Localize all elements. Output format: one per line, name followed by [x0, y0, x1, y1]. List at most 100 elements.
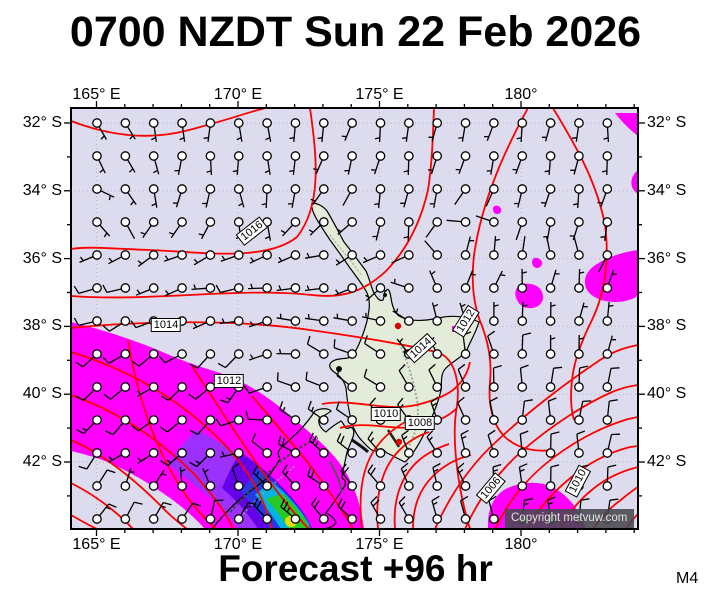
wind-barb: [215, 283, 244, 294]
station-circle: [517, 481, 528, 491]
wind-barb: [517, 236, 528, 260]
station-circle: [517, 448, 528, 458]
wind-barb: [374, 184, 386, 208]
wind-barb: [370, 496, 386, 524]
station-circle: [205, 349, 216, 359]
wind-barb: [543, 217, 556, 241]
wind-barb: [120, 501, 143, 524]
precip-area: [615, 113, 638, 136]
wind-barb: [102, 283, 131, 294]
wind-barb: [517, 364, 529, 392]
station-circle: [602, 448, 613, 458]
wind-barb: [287, 184, 301, 208]
wind-barb: [362, 250, 386, 264]
station-circle: [489, 382, 499, 392]
lat-axis-label: 34° S: [22, 181, 62, 199]
station-circle: [205, 118, 216, 128]
wind-barb: [304, 283, 329, 293]
wind-barb: [602, 118, 613, 143]
wind-barb: [459, 495, 471, 524]
station-circle: [517, 217, 528, 227]
wind-barb: [574, 302, 588, 326]
station-circle: [375, 514, 386, 524]
lat-axis-label: 40° S: [22, 385, 62, 403]
station-circle: [460, 448, 471, 458]
lon-axis-label: 170° E: [213, 536, 263, 553]
station-circle: [574, 349, 584, 359]
wind-barb: [304, 314, 329, 326]
station-circle: [120, 217, 131, 227]
station-circle: [489, 118, 499, 128]
wind-barb: [483, 118, 499, 142]
wind-barb: [282, 464, 301, 491]
wind-barb: [545, 269, 560, 293]
isobar-line: [412, 454, 472, 529]
station-circle: [517, 316, 528, 326]
station-circle: [403, 118, 414, 128]
city-marker: [394, 322, 402, 330]
station-circle: [489, 316, 499, 326]
station-circle: [517, 283, 528, 293]
station-circle: [262, 448, 272, 458]
wind-barb: [336, 433, 357, 458]
lat-axis-label: 32° S: [22, 114, 62, 131]
station-circle: [489, 349, 499, 359]
station-circle: [375, 184, 386, 194]
station-circle: [489, 448, 499, 458]
wind-barb: [402, 118, 414, 142]
wind-barb: [429, 270, 443, 293]
wind-barb: [248, 316, 272, 328]
station-circle: [602, 118, 613, 128]
station-circle: [233, 514, 244, 524]
wind-barb: [572, 118, 584, 142]
station-circle: [148, 415, 159, 425]
station-circle: [574, 283, 584, 293]
wind-barb: [79, 250, 102, 263]
wind-barb: [289, 118, 301, 142]
lat-axis-label: 34° S: [647, 181, 687, 199]
wind-barb: [174, 151, 187, 175]
station-circle: [347, 316, 357, 326]
wind-barb: [135, 283, 159, 296]
station-circle: [233, 250, 244, 260]
isobar-label: 1014: [150, 318, 182, 332]
wind-barb: [363, 335, 386, 359]
station-circle: [432, 349, 443, 359]
wind-barb: [455, 151, 471, 175]
station-circle: [290, 514, 301, 524]
station-circle: [177, 151, 187, 161]
station-circle: [432, 382, 443, 392]
lon-axis-label: 165° E: [72, 536, 121, 553]
wind-barb: [602, 269, 617, 293]
station-circle: [318, 151, 329, 161]
lat-axis-label: 36° S: [647, 249, 687, 267]
wind-barb: [545, 236, 556, 260]
wind-barb: [432, 462, 443, 491]
wind-barb: [517, 268, 528, 293]
station-circle: [318, 250, 329, 260]
station-circle: [92, 316, 102, 326]
wind-barb: [191, 283, 216, 293]
wind-barb: [108, 250, 131, 265]
wind-barb: [541, 118, 556, 142]
lat-axis-label: 38° S: [22, 317, 62, 335]
station-circle: [290, 316, 301, 326]
isobar-line: [71, 394, 234, 529]
wind-barb: [120, 151, 136, 173]
wind-barb: [261, 184, 272, 209]
station-circle: [92, 349, 102, 359]
station-circle: [432, 448, 443, 458]
wind-barb: [602, 302, 614, 326]
wind-barb: [335, 401, 357, 425]
station-circle: [489, 184, 499, 194]
station-circle: [120, 118, 131, 128]
station-circle: [375, 349, 386, 359]
station-circle: [290, 382, 301, 392]
station-circle: [460, 415, 471, 425]
wind-barb: [102, 349, 131, 364]
wind-barb: [289, 151, 301, 175]
station-circle: [347, 481, 357, 491]
station-circle: [233, 415, 244, 425]
station-circle: [318, 217, 329, 227]
wind-barb: [457, 363, 471, 392]
